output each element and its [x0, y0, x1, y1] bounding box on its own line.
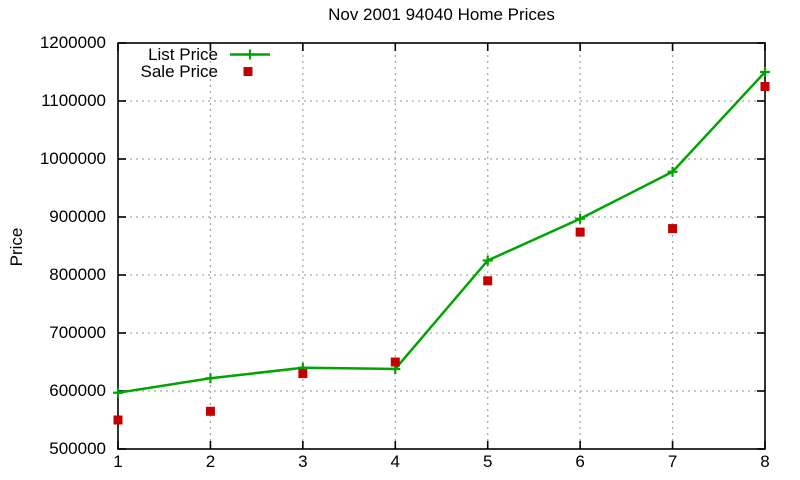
- x-tick-label: 2: [205, 452, 216, 471]
- x-tick-label: 1: [113, 452, 123, 471]
- legend-item-sale-price: Sale Price: [118, 63, 272, 80]
- y-tick-label: 800000: [49, 265, 106, 284]
- y-tick-label: 600000: [49, 381, 106, 400]
- y-tick-label: 1200000: [39, 33, 106, 52]
- square-marker-icon: [243, 67, 253, 76]
- legend-label-sale-price: Sale Price: [140, 62, 218, 81]
- legend-item-list-price: List Price: [118, 46, 272, 63]
- legend: List Price Sale Price: [118, 46, 272, 80]
- x-tick-label: 4: [390, 452, 401, 471]
- y-tick-label: 1100000: [41, 91, 106, 110]
- x-tick-label: 8: [760, 452, 770, 471]
- x-tick-label: 3: [298, 452, 308, 471]
- x-tick-label: 5: [482, 452, 493, 471]
- x-tick-label: 7: [667, 452, 678, 471]
- y-tick-label: 900000: [49, 207, 106, 226]
- x-tick-label: 6: [575, 452, 585, 471]
- y-tick-label: 500000: [49, 439, 106, 458]
- legend-label-list-price: List Price: [148, 45, 218, 64]
- sale-price-marker-sample: [228, 63, 272, 80]
- y-tick-label: 1000000: [39, 149, 106, 168]
- chart-title: Nov 2001 94040 Home Prices: [328, 5, 555, 24]
- line-plus-marker-icon: [230, 49, 270, 60]
- list-price-line-sample: [228, 46, 272, 63]
- y-tick-label: 700000: [49, 323, 106, 342]
